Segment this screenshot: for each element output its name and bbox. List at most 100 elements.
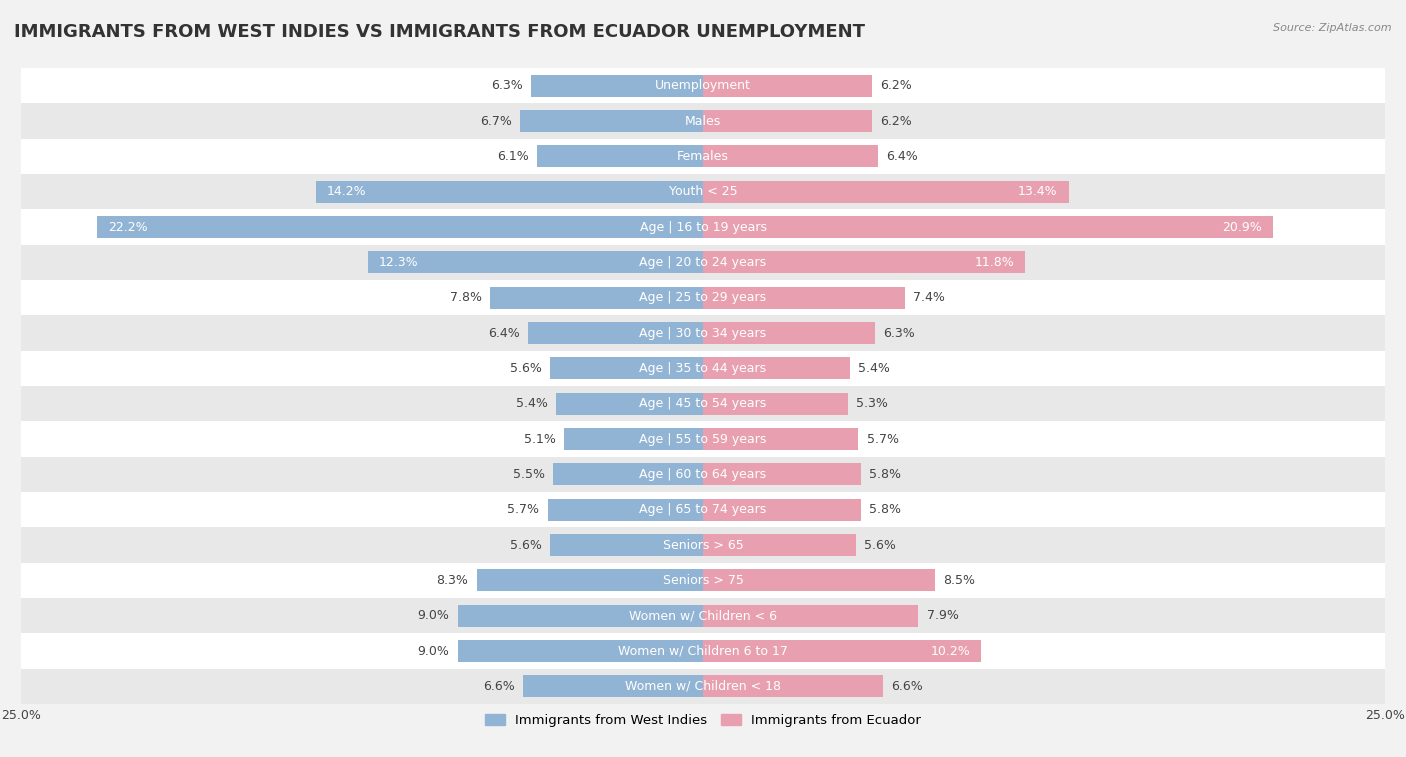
Text: 6.3%: 6.3%: [883, 326, 915, 340]
Text: Males: Males: [685, 114, 721, 128]
Bar: [457, 605, 703, 627]
Text: 5.8%: 5.8%: [869, 503, 901, 516]
Bar: [553, 463, 703, 485]
Text: Source: ZipAtlas.com: Source: ZipAtlas.com: [1274, 23, 1392, 33]
Text: 22.2%: 22.2%: [108, 220, 148, 234]
Bar: [21, 68, 1385, 104]
Bar: [703, 322, 875, 344]
Bar: [21, 139, 1385, 174]
Bar: [537, 145, 703, 167]
Bar: [703, 534, 856, 556]
Text: 20.9%: 20.9%: [1222, 220, 1263, 234]
Text: IMMIGRANTS FROM WEST INDIES VS IMMIGRANTS FROM ECUADOR UNEMPLOYMENT: IMMIGRANTS FROM WEST INDIES VS IMMIGRANT…: [14, 23, 865, 41]
Bar: [555, 393, 703, 415]
Text: 9.0%: 9.0%: [418, 609, 450, 622]
Text: 6.2%: 6.2%: [880, 79, 912, 92]
Bar: [550, 357, 703, 379]
Text: 6.6%: 6.6%: [484, 680, 515, 693]
Bar: [21, 245, 1385, 280]
Text: 6.6%: 6.6%: [891, 680, 922, 693]
Bar: [21, 528, 1385, 562]
Text: 14.2%: 14.2%: [326, 185, 366, 198]
Bar: [703, 75, 872, 97]
Bar: [703, 357, 851, 379]
Bar: [21, 668, 1385, 704]
Legend: Immigrants from West Indies, Immigrants from Ecuador: Immigrants from West Indies, Immigrants …: [479, 709, 927, 732]
Text: Seniors > 65: Seniors > 65: [662, 538, 744, 552]
Bar: [547, 499, 703, 521]
Text: 5.3%: 5.3%: [856, 397, 887, 410]
Bar: [564, 428, 703, 450]
Text: 6.1%: 6.1%: [496, 150, 529, 163]
Bar: [21, 492, 1385, 528]
Bar: [97, 217, 703, 238]
Text: Age | 55 to 59 years: Age | 55 to 59 years: [640, 432, 766, 446]
Text: 6.4%: 6.4%: [886, 150, 918, 163]
Bar: [457, 640, 703, 662]
Bar: [21, 598, 1385, 634]
Text: 12.3%: 12.3%: [378, 256, 418, 269]
Bar: [703, 640, 981, 662]
Bar: [523, 675, 703, 697]
Text: 13.4%: 13.4%: [1018, 185, 1057, 198]
Bar: [21, 316, 1385, 350]
Text: 5.5%: 5.5%: [513, 468, 544, 481]
Bar: [21, 280, 1385, 316]
Bar: [703, 428, 859, 450]
Text: 9.0%: 9.0%: [418, 644, 450, 658]
Text: 5.4%: 5.4%: [859, 362, 890, 375]
Text: Age | 25 to 29 years: Age | 25 to 29 years: [640, 291, 766, 304]
Text: 7.4%: 7.4%: [912, 291, 945, 304]
Text: Age | 60 to 64 years: Age | 60 to 64 years: [640, 468, 766, 481]
Bar: [21, 634, 1385, 668]
Text: Age | 20 to 24 years: Age | 20 to 24 years: [640, 256, 766, 269]
Bar: [703, 393, 848, 415]
Bar: [703, 217, 1272, 238]
Bar: [21, 562, 1385, 598]
Text: Age | 30 to 34 years: Age | 30 to 34 years: [640, 326, 766, 340]
Bar: [21, 210, 1385, 245]
Bar: [550, 534, 703, 556]
Bar: [21, 386, 1385, 422]
Bar: [21, 422, 1385, 456]
Bar: [703, 251, 1025, 273]
Bar: [21, 104, 1385, 139]
Text: 6.3%: 6.3%: [491, 79, 523, 92]
Text: 10.2%: 10.2%: [931, 644, 970, 658]
Bar: [703, 463, 862, 485]
Text: 6.7%: 6.7%: [481, 114, 512, 128]
Bar: [703, 145, 877, 167]
Text: Age | 65 to 74 years: Age | 65 to 74 years: [640, 503, 766, 516]
Bar: [703, 605, 918, 627]
Bar: [520, 111, 703, 132]
Text: Youth < 25: Youth < 25: [669, 185, 737, 198]
Text: Age | 45 to 54 years: Age | 45 to 54 years: [640, 397, 766, 410]
Text: 5.7%: 5.7%: [508, 503, 540, 516]
Bar: [21, 174, 1385, 210]
Text: Age | 16 to 19 years: Age | 16 to 19 years: [640, 220, 766, 234]
Text: 6.4%: 6.4%: [488, 326, 520, 340]
Text: 7.9%: 7.9%: [927, 609, 959, 622]
Bar: [21, 456, 1385, 492]
Bar: [703, 111, 872, 132]
Text: 5.1%: 5.1%: [524, 432, 555, 446]
Bar: [477, 569, 703, 591]
Bar: [703, 181, 1069, 203]
Bar: [703, 675, 883, 697]
Text: Women w/ Children 6 to 17: Women w/ Children 6 to 17: [619, 644, 787, 658]
Bar: [21, 350, 1385, 386]
Text: Seniors > 75: Seniors > 75: [662, 574, 744, 587]
Bar: [703, 287, 905, 309]
Text: 5.4%: 5.4%: [516, 397, 547, 410]
Text: 11.8%: 11.8%: [974, 256, 1014, 269]
Bar: [316, 181, 703, 203]
Text: Age | 35 to 44 years: Age | 35 to 44 years: [640, 362, 766, 375]
Bar: [491, 287, 703, 309]
Bar: [531, 75, 703, 97]
Text: Unemployment: Unemployment: [655, 79, 751, 92]
Text: Females: Females: [678, 150, 728, 163]
Text: 5.7%: 5.7%: [866, 432, 898, 446]
Bar: [703, 569, 935, 591]
Text: Women w/ Children < 18: Women w/ Children < 18: [626, 680, 780, 693]
Text: Women w/ Children < 6: Women w/ Children < 6: [628, 609, 778, 622]
